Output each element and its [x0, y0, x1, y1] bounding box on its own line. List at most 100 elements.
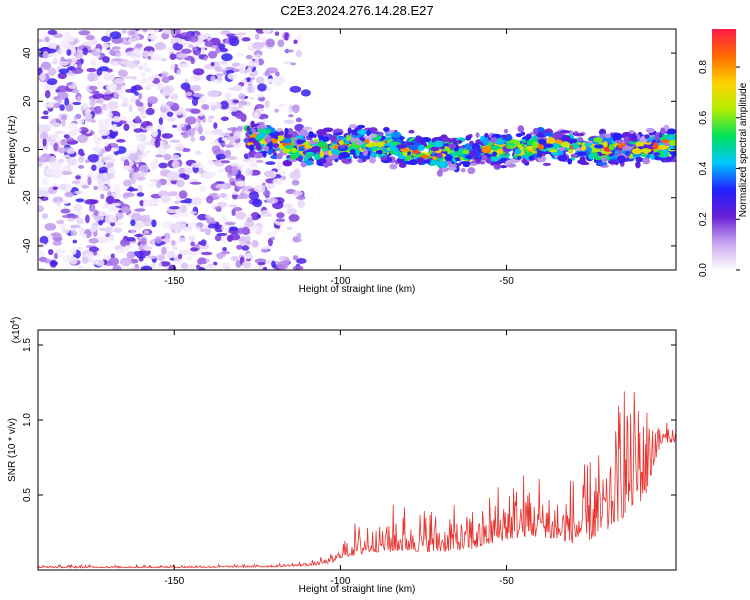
spectrogram-cell [220, 160, 231, 164]
spectrogram-cell [346, 134, 351, 142]
spectrogram-cell [162, 85, 175, 94]
snr-marks [38, 391, 676, 570]
spectrogram-cell [113, 91, 118, 99]
spectrogram-cell [248, 191, 260, 201]
spectrogram-cell [221, 224, 230, 233]
spectrogram-cell [232, 99, 239, 104]
spectrogram-cell [104, 226, 114, 234]
spectrogram-cell [296, 139, 304, 145]
spectrogram-cell [45, 168, 56, 176]
spectrogram-cell [188, 235, 195, 242]
spectrogram-cell [70, 214, 79, 219]
spectrogram-cell [192, 93, 205, 97]
spectrogram-y-tick-label: 0 [22, 146, 33, 152]
snr-y-ticks: 0.5 1.0 1.5 [22, 338, 676, 502]
spectrogram-cell [210, 75, 216, 82]
spectrogram-cell [640, 148, 652, 153]
spectrogram-cell [300, 89, 311, 97]
spectrogram-cell [221, 234, 227, 243]
spectrogram-cell [168, 206, 181, 210]
spectrogram-x-tick-label: -50 [499, 276, 514, 287]
spectrogram-cell [39, 72, 47, 82]
spectrogram-cell [265, 38, 275, 48]
spectrogram-cell [60, 138, 67, 146]
spectrogram-cell [228, 226, 238, 231]
spectrogram-cell [166, 171, 179, 181]
spectrogram-cell [138, 102, 144, 107]
spectrogram-cell [576, 147, 582, 151]
spectrogram-cell [156, 180, 162, 189]
spectrogram-cell [127, 37, 136, 43]
spectrogram-cell [77, 60, 82, 70]
spectrogram-cell [604, 133, 611, 139]
spectrogram-cell [235, 211, 247, 220]
spectrogram-cell [154, 139, 161, 148]
spectrogram-cell [520, 131, 526, 136]
spectrogram-cell [240, 190, 251, 194]
spectrogram-cell [216, 155, 221, 161]
spectrogram-cell [93, 210, 99, 216]
spectrogram-cell [516, 155, 522, 160]
spectrogram-cell [420, 154, 431, 159]
spectrogram-cell [503, 128, 509, 134]
spectrogram-cell [130, 85, 137, 94]
spectrogram-cell [163, 153, 172, 161]
spectrogram-cell [161, 57, 167, 62]
spectrogram-cell [142, 200, 155, 207]
spectrogram-cell [432, 156, 437, 161]
spectrogram-cell [110, 253, 115, 259]
spectrogram-cell [216, 232, 228, 236]
spectrogram-cell [230, 106, 239, 112]
spectrogram-cell [482, 138, 489, 146]
spectrogram-cell [272, 77, 284, 87]
spectrogram-cell [205, 217, 215, 225]
spectrogram-cell [331, 148, 337, 155]
spectrogram-cell [207, 50, 218, 59]
spectrogram-cell [389, 163, 398, 170]
spectrogram-cell [44, 90, 51, 99]
spectrogram-cell [122, 97, 129, 105]
spectrogram-cell [256, 214, 261, 219]
spectrogram-cell [221, 216, 228, 224]
spectrogram-y-axis-label: Frequency (Hz) [7, 116, 18, 185]
spectrogram-cell [138, 172, 148, 177]
spectrogram-y-tick-label: -40 [22, 238, 33, 253]
spectrogram-cell [57, 91, 69, 100]
spectrogram-cell [178, 190, 188, 199]
spectrogram-cell [378, 131, 384, 136]
spectrogram-cell [457, 139, 463, 144]
spectrogram-x-tick-label: -150 [164, 276, 184, 287]
spectrogram-cell [38, 186, 49, 191]
spectrogram-cell [546, 137, 556, 145]
spectrogram-cell [52, 33, 64, 39]
colorbar-ticks: 0.0 0.2 0.4 0.6 0.8 [698, 60, 740, 277]
spectrogram-cell [570, 153, 578, 158]
spectrogram-cell [140, 237, 147, 246]
spectrogram-cell [146, 255, 157, 260]
spectrogram-cell [241, 226, 250, 236]
spectrogram-cell [210, 141, 219, 146]
spectrogram-cell [244, 220, 255, 228]
spectrogram-cell [48, 114, 53, 122]
spectrogram-cell [39, 235, 49, 245]
spectrogram-cell [190, 247, 199, 252]
spectrogram-cell [63, 36, 75, 43]
spectrogram-cell [130, 229, 135, 234]
spectrogram-cell [228, 35, 239, 41]
spectrogram-cell [47, 53, 58, 57]
spectrogram-cell [167, 191, 178, 197]
spectrogram-cell [253, 54, 262, 58]
spectrogram-cell [115, 51, 121, 58]
spectrogram-cell [113, 78, 125, 84]
spectrogram-cell [285, 144, 291, 150]
spectrogram-cell [142, 29, 148, 33]
spectrogram-cell [460, 167, 466, 173]
spectrogram-cell [214, 234, 222, 242]
spectrogram-cell [88, 172, 94, 178]
spectrogram-cell [279, 131, 285, 136]
spectrogram-cell [321, 136, 330, 142]
spectrogram-cell [248, 131, 253, 135]
spectrogram-cell [319, 157, 327, 164]
spectrogram-cell [170, 93, 179, 101]
spectrogram-cell [297, 199, 305, 209]
